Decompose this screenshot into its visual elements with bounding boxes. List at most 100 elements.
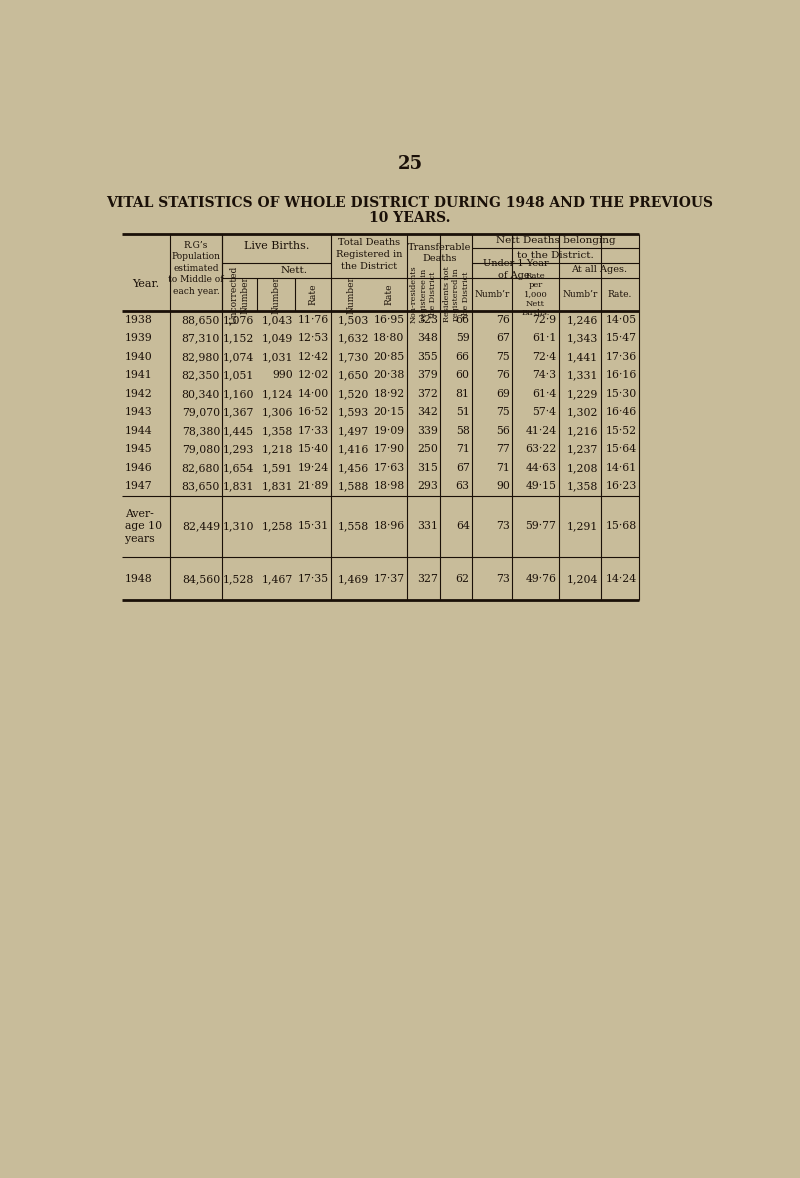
Text: 71: 71 (456, 444, 470, 455)
Text: 56: 56 (496, 426, 510, 436)
Text: 1,632: 1,632 (338, 333, 369, 344)
Text: 1,043: 1,043 (262, 315, 293, 325)
Text: Residents not
registered in
the District: Residents not registered in the District (442, 266, 470, 323)
Text: 1,237: 1,237 (567, 444, 598, 455)
Text: 83,650: 83,650 (182, 482, 220, 491)
Text: 1947: 1947 (125, 482, 153, 491)
Text: 348: 348 (417, 333, 438, 344)
Text: 1,291: 1,291 (567, 522, 598, 531)
Text: 76: 76 (496, 370, 510, 380)
Text: to the District.: to the District. (518, 251, 594, 260)
Text: 1,049: 1,049 (262, 333, 293, 344)
Text: 1,258: 1,258 (262, 522, 293, 531)
Text: Numb’r: Numb’r (474, 290, 510, 299)
Text: 1,306: 1,306 (262, 408, 293, 417)
Text: VITAL STATISTICS OF WHOLE DISTRICT DURING 1948 AND THE PREVIOUS: VITAL STATISTICS OF WHOLE DISTRICT DURIN… (106, 196, 714, 210)
Text: 1,591: 1,591 (262, 463, 293, 472)
Text: 16·52: 16·52 (298, 408, 329, 417)
Text: Number: Number (346, 276, 356, 313)
Text: 17·90: 17·90 (374, 444, 405, 455)
Text: 1,160: 1,160 (222, 389, 254, 399)
Text: 21·89: 21·89 (298, 482, 329, 491)
Text: 19·09: 19·09 (374, 426, 405, 436)
Text: 1,467: 1,467 (262, 574, 293, 584)
Text: 25: 25 (398, 155, 422, 173)
Text: 60: 60 (456, 370, 470, 380)
Text: 79,080: 79,080 (182, 444, 220, 455)
Text: 1948: 1948 (125, 574, 153, 584)
Text: 80,340: 80,340 (182, 389, 220, 399)
Text: 1,051: 1,051 (223, 370, 254, 380)
Text: Nett Deaths belonging: Nett Deaths belonging (496, 237, 615, 245)
Text: Rate: Rate (385, 284, 394, 305)
Text: 15·47: 15·47 (606, 333, 637, 344)
Text: 20·38: 20·38 (373, 370, 405, 380)
Text: 1939: 1939 (125, 333, 153, 344)
Text: 1,124: 1,124 (262, 389, 293, 399)
Text: 49·76: 49·76 (526, 574, 557, 584)
Text: 67: 67 (456, 463, 470, 472)
Text: 78,380: 78,380 (182, 426, 220, 436)
Text: 58: 58 (456, 426, 470, 436)
Text: 16·16: 16·16 (606, 370, 637, 380)
Text: 90: 90 (496, 482, 510, 491)
Text: 10 YEARS.: 10 YEARS. (370, 211, 450, 225)
Text: 18·92: 18·92 (374, 389, 405, 399)
Text: Non-residents
registeree in
the District: Non-residents registeree in the District (410, 266, 437, 324)
Text: 1,358: 1,358 (567, 482, 598, 491)
Text: 355: 355 (417, 352, 438, 362)
Text: 15·30: 15·30 (606, 389, 637, 399)
Text: 1,229: 1,229 (567, 389, 598, 399)
Text: 1940: 1940 (125, 352, 153, 362)
Text: 11·76: 11·76 (298, 315, 329, 325)
Text: Numb’r: Numb’r (562, 290, 598, 299)
Text: 16·95: 16·95 (374, 315, 405, 325)
Text: 1,654: 1,654 (223, 463, 254, 472)
Text: 71: 71 (496, 463, 510, 472)
Text: 14·24: 14·24 (606, 574, 637, 584)
Text: 1,469: 1,469 (338, 574, 369, 584)
Text: 17·36: 17·36 (606, 352, 637, 362)
Text: 1,445: 1,445 (223, 426, 254, 436)
Text: 1942: 1942 (125, 389, 153, 399)
Text: 63·22: 63·22 (525, 444, 557, 455)
Text: 323: 323 (417, 315, 438, 325)
Text: Rate
per
1,000
Nett
Births.: Rate per 1,000 Nett Births. (522, 272, 550, 317)
Text: 16·23: 16·23 (606, 482, 637, 491)
Text: 14·05: 14·05 (606, 315, 637, 325)
Text: 1943: 1943 (125, 408, 153, 417)
Text: 990: 990 (272, 370, 293, 380)
Text: 64: 64 (456, 522, 470, 531)
Text: 17·35: 17·35 (298, 574, 329, 584)
Text: 1945: 1945 (125, 444, 153, 455)
Text: Rate.: Rate. (608, 290, 632, 299)
Text: 51: 51 (456, 408, 470, 417)
Text: 379: 379 (417, 370, 438, 380)
Text: 1,331: 1,331 (567, 370, 598, 380)
Text: 67: 67 (496, 333, 510, 344)
Text: 1,520: 1,520 (338, 389, 369, 399)
Text: 1,218: 1,218 (262, 444, 293, 455)
Text: 12·53: 12·53 (298, 333, 329, 344)
Text: 1,310: 1,310 (222, 522, 254, 531)
Text: 1,343: 1,343 (567, 333, 598, 344)
Text: 1,246: 1,246 (567, 315, 598, 325)
Text: 1,558: 1,558 (338, 522, 369, 531)
Text: 1,302: 1,302 (567, 408, 598, 417)
Text: Rate: Rate (309, 284, 318, 305)
Text: 1,031: 1,031 (262, 352, 293, 362)
Text: 17·37: 17·37 (374, 574, 405, 584)
Text: 1,358: 1,358 (262, 426, 293, 436)
Text: 75: 75 (496, 352, 510, 362)
Text: 1,831: 1,831 (262, 482, 293, 491)
Text: At all Ages.: At all Ages. (571, 265, 627, 273)
Text: 1,216: 1,216 (567, 426, 598, 436)
Text: 74·3: 74·3 (532, 370, 557, 380)
Text: 63: 63 (456, 482, 470, 491)
Text: Live Births.: Live Births. (244, 241, 310, 251)
Text: 250: 250 (417, 444, 438, 455)
Text: 84,560: 84,560 (182, 574, 220, 584)
Text: 1,503: 1,503 (338, 315, 369, 325)
Text: 19·24: 19·24 (298, 463, 329, 472)
Text: 315: 315 (417, 463, 438, 472)
